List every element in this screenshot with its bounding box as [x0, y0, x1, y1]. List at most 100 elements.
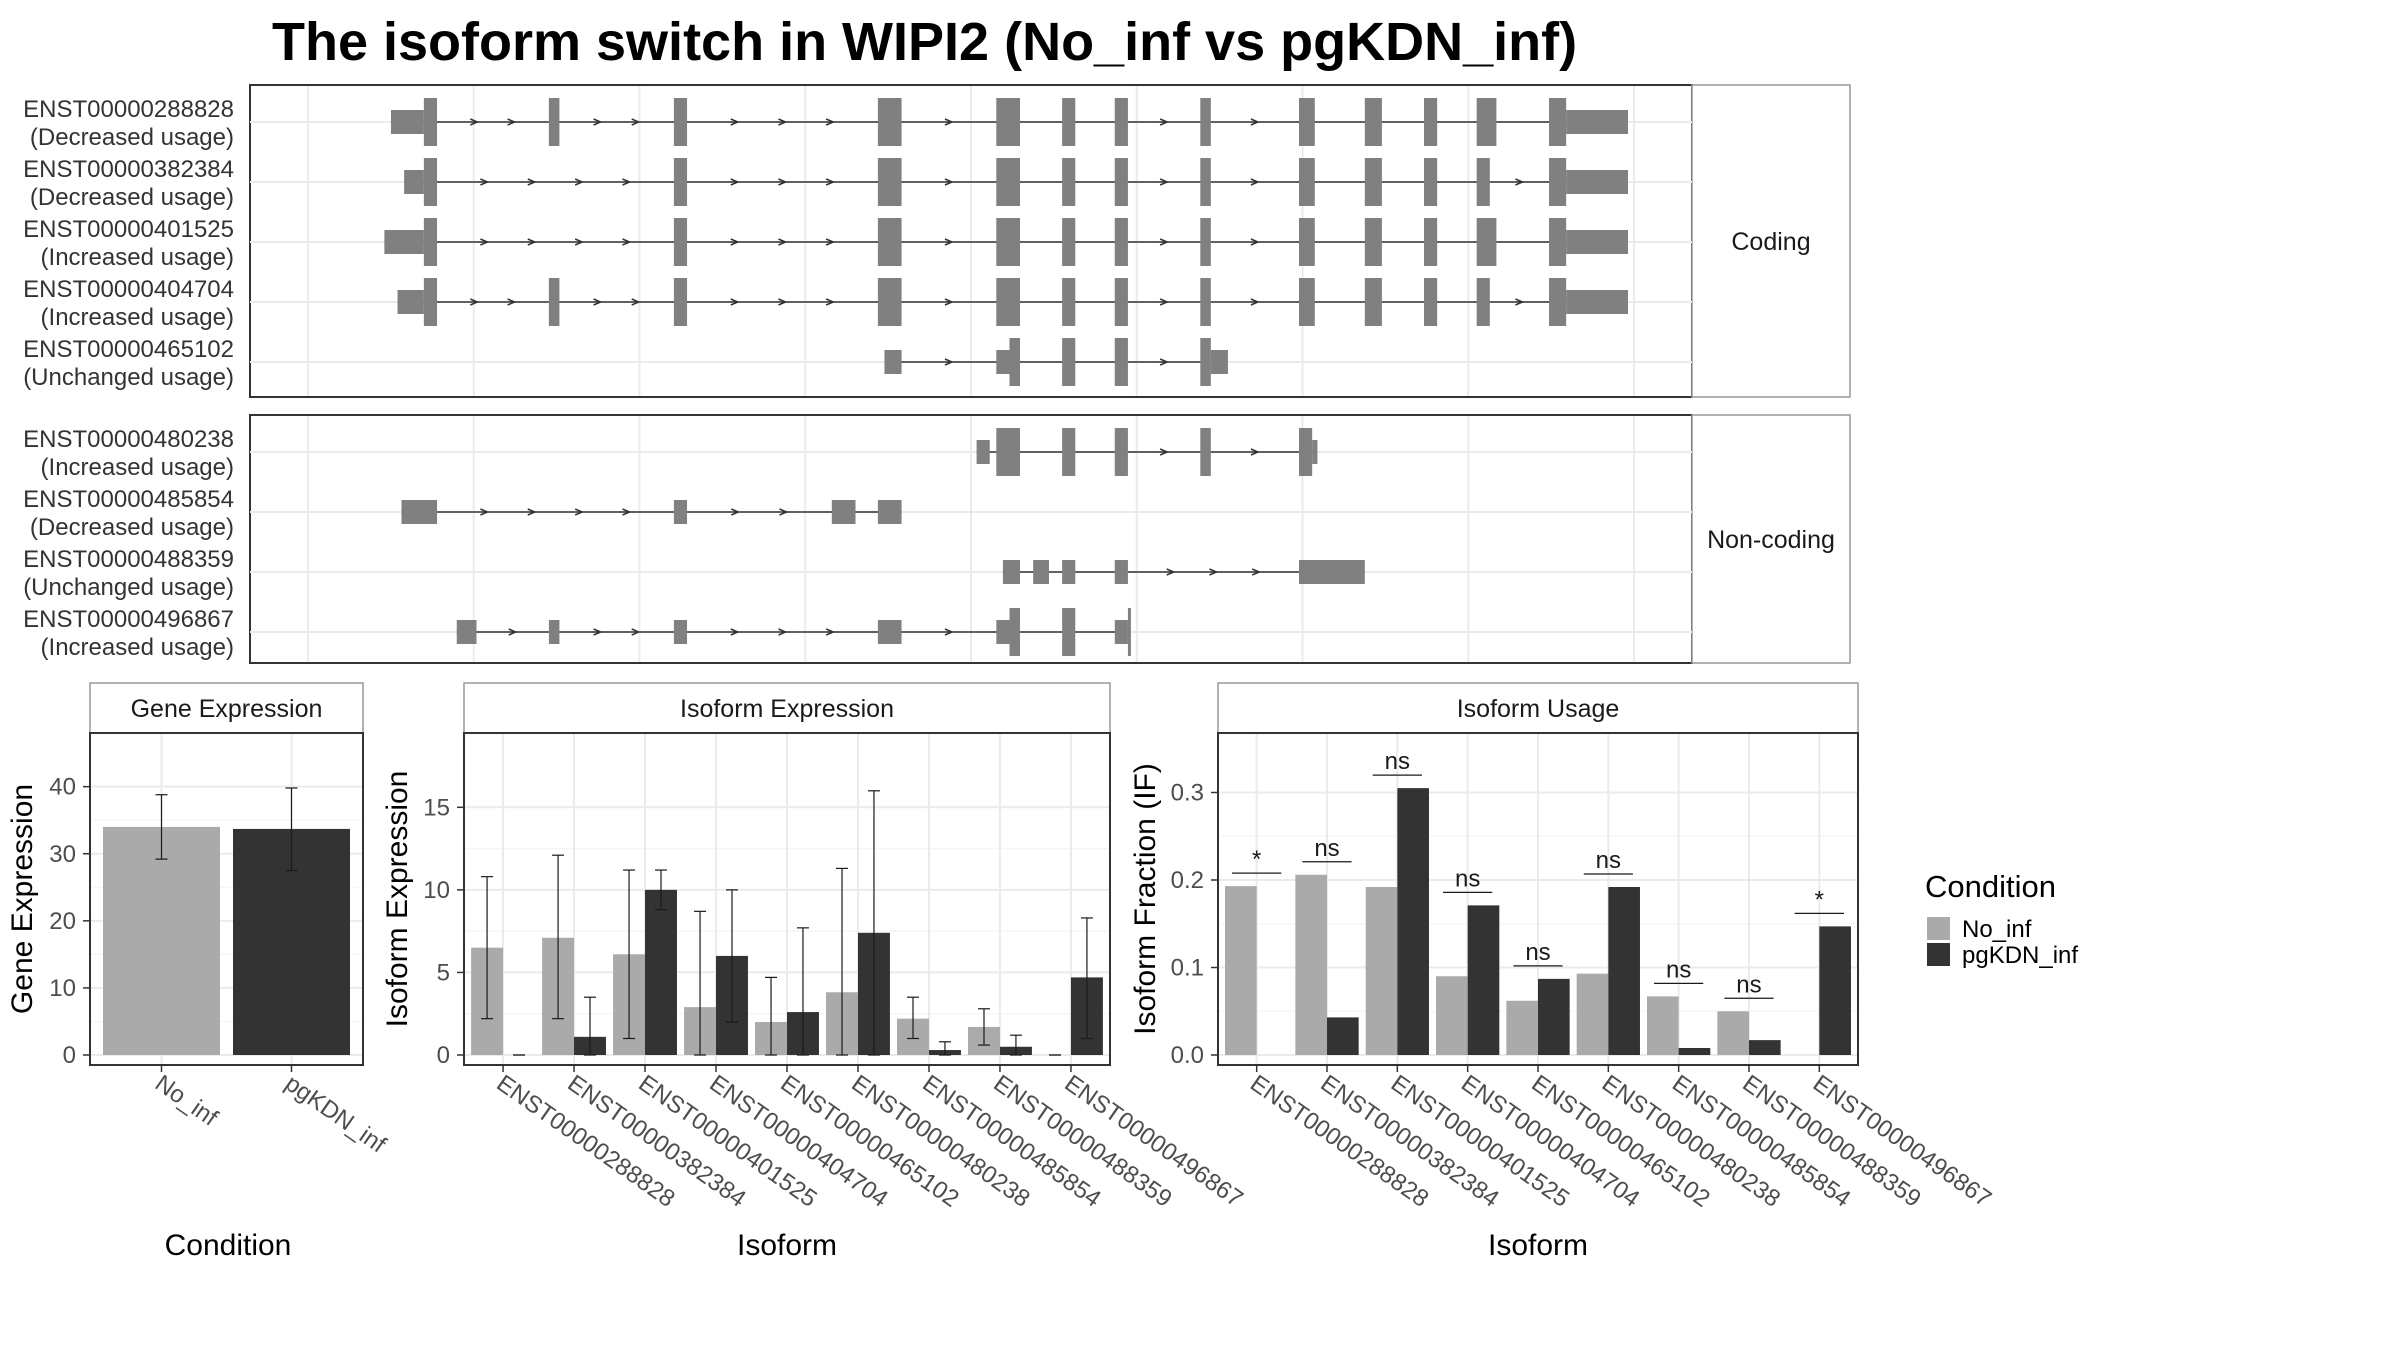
y-tick-label: 0	[63, 1042, 76, 1069]
x-tick-label: pgKDN_inf	[280, 1070, 391, 1159]
legend-label: No_inf	[1962, 916, 2032, 943]
y-tick-label: 10	[423, 877, 450, 904]
chart-1: Gene Expression 0 10 20 30 40 No_inf pgKDN_inf G…	[6, 682, 391, 1262]
exon-block	[1312, 440, 1318, 464]
direction-arrow	[1159, 298, 1170, 306]
transcript-id-label: ENST00000480238	[23, 426, 234, 453]
direction-arrow	[730, 238, 740, 246]
exon-block	[1549, 278, 1567, 326]
exon-block	[996, 98, 1021, 146]
direction-arrow	[1159, 358, 1170, 366]
transcript-id-label: ENST00000488359	[23, 546, 234, 573]
structure-strip	[1691, 84, 1851, 398]
direction-arrow	[1250, 298, 1260, 306]
direction-arrow	[778, 298, 788, 306]
significance-label: ns	[1596, 847, 1621, 874]
exon-block	[996, 278, 1021, 326]
exon-block	[1364, 158, 1382, 206]
transcript-row: ENST00000465102(Unchanged usage)	[23, 336, 1692, 391]
significance-label: *	[1252, 846, 1261, 873]
direction-arrow	[1209, 568, 1219, 576]
transcript-row: ENST00000496867(Increased usage)	[23, 606, 1692, 661]
direction-arrow	[1515, 298, 1525, 306]
y-axis-label: Gene Expression	[6, 784, 39, 1014]
direction-arrow	[527, 238, 537, 246]
exon-block	[1566, 170, 1628, 194]
exon-block	[877, 500, 902, 524]
transcript-row: ENST00000382384(Decreased usage)	[23, 156, 1692, 211]
exon-block	[1062, 338, 1076, 386]
bar	[1295, 874, 1328, 1055]
exon-block	[1009, 608, 1021, 656]
transcript-usage-label: (Increased usage)	[41, 454, 234, 481]
direction-arrow	[778, 238, 788, 246]
direction-arrow	[574, 178, 585, 186]
y-tick-label: 0.3	[1171, 780, 1204, 807]
exon-block	[1424, 218, 1438, 266]
exon-block	[1364, 278, 1382, 326]
y-tick-label: 20	[49, 908, 76, 935]
y-axis-label: Isoform Expression	[381, 771, 414, 1028]
bar	[1467, 905, 1500, 1055]
direction-arrow	[825, 298, 836, 306]
direction-arrow	[825, 118, 836, 126]
exon-block	[1062, 218, 1076, 266]
direction-arrow	[944, 118, 954, 126]
direction-arrow	[508, 628, 518, 636]
exon-block	[1009, 338, 1021, 386]
direction-arrow	[778, 178, 788, 186]
exon-block	[1299, 560, 1365, 584]
transcript-usage-label: (Increased usage)	[41, 244, 234, 271]
transcript-usage-label: (Decreased usage)	[30, 124, 234, 151]
bar-charts: Gene Expression 0 10 20 30 40 No_inf pgKDN_inf G…	[6, 682, 1996, 1262]
x-tick-label: No_inf	[150, 1070, 223, 1132]
bar	[1538, 978, 1570, 1055]
bar	[1506, 1000, 1538, 1055]
exon-block	[1549, 218, 1567, 266]
transcript-usage-label: (Unchanged usage)	[23, 364, 234, 391]
exon-block	[1566, 230, 1628, 254]
structure-strip-label: Non-coding	[1707, 526, 1835, 554]
direction-arrow	[507, 298, 517, 306]
exon-block	[1566, 110, 1628, 134]
exon-block	[1299, 428, 1313, 476]
y-tick-label: 0.1	[1171, 955, 1204, 982]
transcript-id-label: ENST00000496867	[23, 606, 234, 633]
bar	[1436, 976, 1468, 1055]
transcript-row: ENST00000288828(Decreased usage)	[23, 96, 1692, 151]
chart-strip	[1217, 682, 1859, 734]
bar	[1678, 1048, 1711, 1055]
y-tick-label: 5	[437, 959, 450, 986]
exon-block	[1200, 158, 1211, 206]
transcript-row: ENST00000401525(Increased usage)	[23, 216, 1692, 271]
transcript-usage-label: (Unchanged usage)	[23, 574, 234, 601]
significance-label: ns	[1314, 835, 1339, 862]
exon-block	[1200, 428, 1211, 476]
exon-block	[673, 278, 688, 326]
y-tick-label: 30	[49, 841, 76, 868]
exon-block	[996, 158, 1021, 206]
transcript-id-label: ENST00000382384	[23, 156, 234, 183]
exon-block	[673, 500, 688, 524]
exon-block	[1299, 158, 1315, 206]
direction-arrow	[593, 628, 603, 636]
exon-block	[1476, 218, 1497, 266]
exon-block	[877, 158, 902, 206]
direction-arrow	[527, 178, 537, 186]
direction-arrow	[593, 298, 603, 306]
exon-block	[1062, 158, 1076, 206]
direction-arrow	[593, 118, 603, 126]
exon-block	[1114, 278, 1128, 326]
exon-block	[1299, 278, 1315, 326]
legend-key-pgkdn-inf	[1927, 943, 1950, 966]
significance-label: ns	[1666, 956, 1691, 983]
transcript-id-label: ENST00000401525	[23, 216, 234, 243]
bar	[1608, 887, 1640, 1055]
chart-3: Isoform Usage0.00.10.20.3*ENST0000028882…	[1129, 682, 1996, 1262]
direction-arrow	[1250, 178, 1260, 186]
direction-arrow	[622, 178, 632, 186]
exon-block	[1200, 278, 1211, 326]
